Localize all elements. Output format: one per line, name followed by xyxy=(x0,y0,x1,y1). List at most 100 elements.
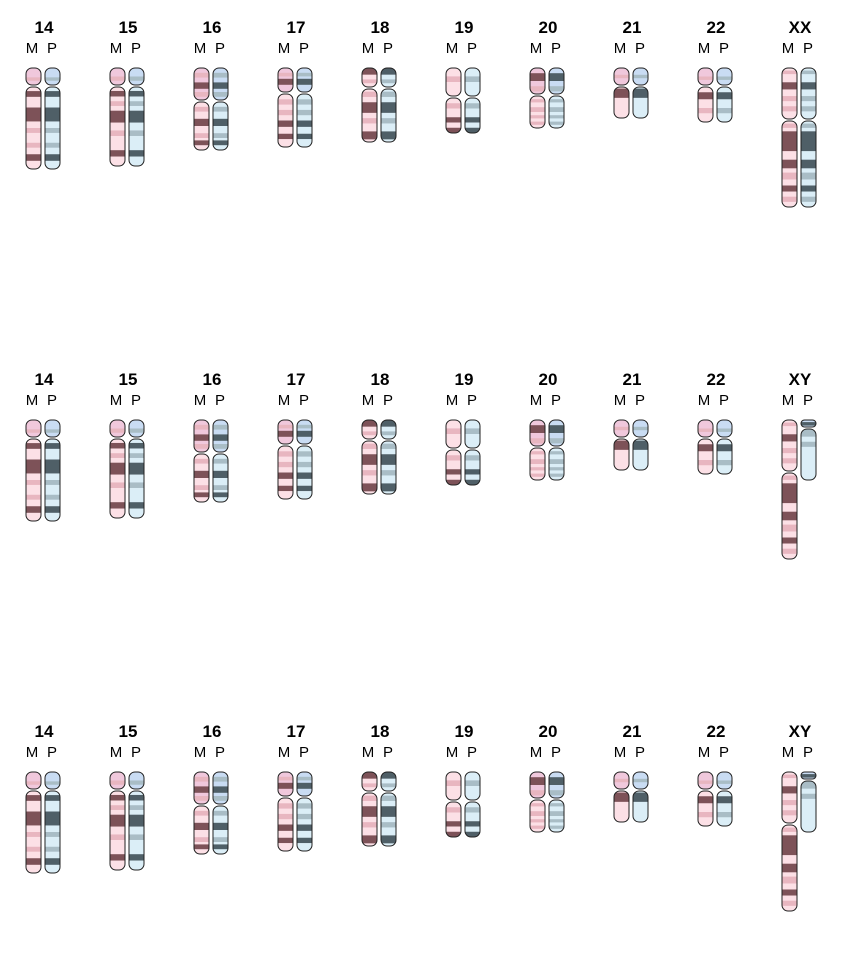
paternal-label: P xyxy=(215,744,225,761)
chromosome-band xyxy=(213,776,228,782)
chromosome-band xyxy=(213,118,228,126)
paternal-label: P xyxy=(467,744,477,761)
chromosome-band xyxy=(446,469,461,475)
chromosome-number: XY xyxy=(789,370,812,389)
paternal-chromosome xyxy=(380,419,397,495)
chromosome-band xyxy=(381,822,396,828)
paternal-label: P xyxy=(551,744,561,761)
chromosome-band xyxy=(278,78,293,85)
paternal-chromosome xyxy=(716,419,733,475)
paternal-chromosome xyxy=(380,771,397,847)
chromosome-band xyxy=(110,502,125,509)
chromosome-band xyxy=(381,431,396,436)
chromosome-band xyxy=(801,441,816,447)
chromosome-band xyxy=(633,88,648,98)
chromosome-band xyxy=(362,483,377,492)
chromosome-band xyxy=(698,444,713,452)
chromosome-band xyxy=(278,782,293,789)
chromosome-band xyxy=(213,810,228,816)
maternal-chromosome xyxy=(193,771,210,855)
chromosome-pair-14: 14 M P xyxy=(25,370,61,522)
paternal-label: P xyxy=(131,392,141,409)
chromosome-band xyxy=(698,92,713,100)
chromosome-band xyxy=(110,130,125,136)
chromosome-band xyxy=(213,822,228,830)
chromosome-pair-22: 22 M P xyxy=(697,18,733,123)
maternal-label: M xyxy=(26,392,39,409)
chromosome-band xyxy=(698,76,713,80)
maternal-x-chromosome xyxy=(781,67,798,208)
chromosome-band xyxy=(782,524,797,532)
paternal-chromosome xyxy=(632,771,649,823)
chromosome-band xyxy=(129,780,144,785)
chromosome-pair-19: 19 M P xyxy=(445,370,481,486)
chromosome-band xyxy=(110,453,125,458)
chromosome-pair-22: 22 M P xyxy=(697,722,733,827)
paternal-chromosome xyxy=(128,67,145,167)
paternal-label: P xyxy=(131,744,141,761)
chromosome-band xyxy=(381,483,396,492)
paternal-chromosome xyxy=(212,419,229,503)
paternal-label: P xyxy=(803,40,813,57)
maternal-label: M xyxy=(26,40,39,57)
chromosome-number: 18 xyxy=(371,370,390,389)
chromosome-band xyxy=(26,811,41,826)
maternal-label: M xyxy=(446,744,459,761)
chromosome-band xyxy=(801,422,816,426)
chromosome-band xyxy=(110,150,125,157)
chromosome-number: 14 xyxy=(35,722,54,741)
chromosome-band xyxy=(782,70,797,75)
chromosome-pair-17: 17 M P xyxy=(277,18,313,148)
chromosome-band xyxy=(381,118,396,124)
chromosome-band xyxy=(129,462,144,475)
chromosome-number: XY xyxy=(789,722,812,741)
chromosome-band xyxy=(213,492,228,498)
chromosome-number: 20 xyxy=(539,370,558,389)
chromosome-band xyxy=(129,76,144,81)
maternal-chromosome xyxy=(277,67,294,148)
chromosome-pair-16: 16 M P xyxy=(193,18,229,151)
chromosome-band xyxy=(194,140,209,146)
chromosome-band xyxy=(278,451,293,457)
chromosome-band xyxy=(129,453,144,458)
chromosome-pair-20: 20 M P xyxy=(529,722,565,833)
chromosome-band xyxy=(633,426,648,431)
chromosome-band xyxy=(801,781,816,789)
chromosome-band xyxy=(530,473,545,477)
maternal-label: M xyxy=(110,744,123,761)
chromosome-band xyxy=(362,79,377,84)
chromosome-band xyxy=(782,827,797,832)
paternal-chromosome xyxy=(716,67,733,123)
chromosome-band xyxy=(297,99,312,105)
chromosome-band xyxy=(381,420,396,427)
chromosome-band xyxy=(782,185,797,192)
chromosome-band xyxy=(530,425,545,433)
chromosome-band xyxy=(446,780,461,786)
paternal-label: P xyxy=(803,744,813,761)
chromosome-band xyxy=(297,837,312,844)
chromosome-number: 16 xyxy=(203,722,222,741)
chromosome-band xyxy=(801,159,816,169)
chromosome-number: 20 xyxy=(539,722,558,741)
chromosome-band xyxy=(26,858,41,865)
chromosome-number: XX xyxy=(789,18,812,37)
chromosome-band xyxy=(614,426,629,431)
chromosome-band xyxy=(465,76,480,82)
paternal-chromosome xyxy=(464,419,481,486)
chromosome-band xyxy=(446,821,461,827)
maternal-label: M xyxy=(194,392,207,409)
paternal-label: P xyxy=(215,392,225,409)
chromosome-band xyxy=(45,459,60,474)
chromosome-band xyxy=(549,473,564,477)
chromosome-band xyxy=(26,91,41,97)
chromosome-band xyxy=(530,803,545,807)
chromosome-band xyxy=(381,772,396,779)
chromosome-band xyxy=(194,106,209,112)
maternal-chromosome xyxy=(529,67,546,129)
chromosome-number: 15 xyxy=(119,370,138,389)
chromosome-pair-18: 18 M P xyxy=(361,370,397,495)
chromosome-band xyxy=(45,77,60,81)
chromosome-band xyxy=(194,492,209,498)
